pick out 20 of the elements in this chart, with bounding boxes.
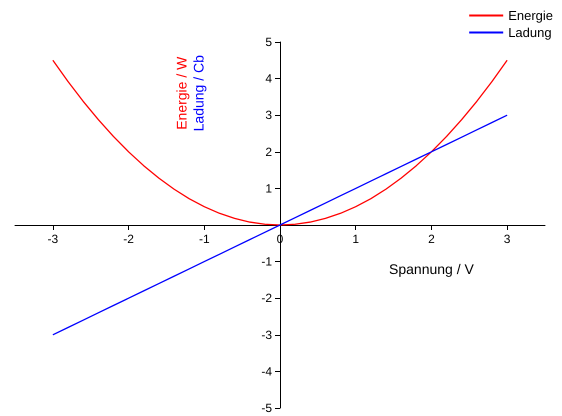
y-tick-label: -3 xyxy=(261,328,272,342)
y-axis-title: Energie / W Ladung / Cb xyxy=(174,54,207,132)
x-axis-title: Spannung / V xyxy=(389,260,475,277)
x-tick-label: 3 xyxy=(504,232,511,246)
y-tick-label: 3 xyxy=(265,108,272,122)
x-tick-label: -2 xyxy=(123,232,134,246)
y-tick-label: 4 xyxy=(265,72,272,86)
y-tick-label: -4 xyxy=(261,364,272,378)
x-tick-label: 1 xyxy=(352,232,360,246)
y-tick-label: 5 xyxy=(265,35,272,49)
legend-label: Ladung xyxy=(508,25,552,40)
x-tick-label: -3 xyxy=(48,232,59,246)
y-tick-label: -5 xyxy=(261,401,272,415)
x-tick-label: -1 xyxy=(198,232,210,246)
legend-label: Energie xyxy=(508,8,554,23)
y-tick-label: 2 xyxy=(265,144,272,159)
y-tick-label: 1 xyxy=(265,181,272,196)
y-tick-label: -1 xyxy=(261,254,272,269)
y-tick-label: -2 xyxy=(261,291,272,306)
x-tick-label: 2 xyxy=(428,232,436,246)
